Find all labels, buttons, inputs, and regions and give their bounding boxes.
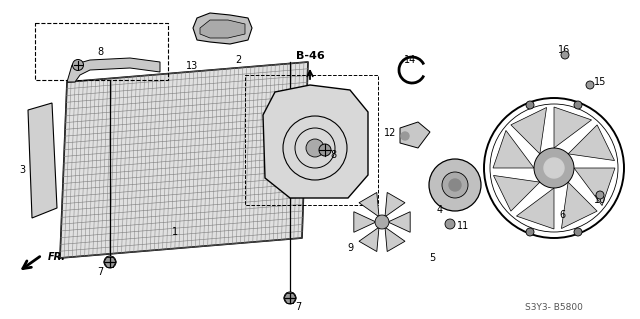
Text: FR.: FR. (48, 252, 66, 262)
Circle shape (401, 132, 409, 140)
Polygon shape (359, 192, 379, 217)
Polygon shape (67, 58, 160, 82)
Circle shape (445, 219, 455, 229)
Polygon shape (385, 192, 405, 217)
Circle shape (574, 101, 582, 109)
Polygon shape (493, 175, 540, 211)
Polygon shape (263, 85, 368, 198)
Polygon shape (574, 168, 615, 205)
Polygon shape (60, 62, 308, 258)
Polygon shape (516, 188, 554, 229)
Polygon shape (568, 125, 614, 160)
Polygon shape (561, 182, 597, 228)
Text: 13: 13 (186, 61, 198, 71)
Text: 5: 5 (429, 253, 435, 263)
Polygon shape (28, 103, 57, 218)
Circle shape (442, 172, 468, 198)
Circle shape (449, 179, 461, 191)
Polygon shape (193, 13, 252, 44)
Circle shape (544, 158, 564, 178)
Circle shape (596, 191, 604, 199)
Text: 7: 7 (97, 267, 103, 277)
Polygon shape (554, 107, 591, 148)
Circle shape (586, 81, 594, 89)
Circle shape (526, 101, 534, 109)
Text: 6: 6 (559, 210, 565, 220)
Text: S3Y3- B5800: S3Y3- B5800 (525, 303, 583, 313)
Text: 2: 2 (235, 55, 241, 65)
Circle shape (284, 292, 296, 304)
Text: 3: 3 (19, 165, 25, 175)
Polygon shape (385, 227, 405, 252)
Text: 8: 8 (330, 150, 336, 160)
Polygon shape (400, 122, 430, 148)
Text: 8: 8 (97, 47, 103, 57)
Text: 4: 4 (437, 205, 443, 215)
Circle shape (534, 148, 574, 188)
Text: 1: 1 (172, 227, 178, 237)
Circle shape (561, 51, 569, 59)
Text: 12: 12 (384, 128, 396, 138)
Text: 10: 10 (594, 195, 606, 205)
Polygon shape (388, 212, 410, 232)
Circle shape (429, 159, 481, 211)
Circle shape (574, 228, 582, 236)
Text: B-46: B-46 (296, 51, 324, 61)
Polygon shape (493, 130, 534, 168)
Circle shape (319, 144, 331, 156)
Circle shape (375, 215, 389, 229)
Circle shape (72, 60, 83, 70)
Polygon shape (359, 227, 379, 252)
Polygon shape (511, 108, 547, 154)
Text: 14: 14 (404, 55, 416, 65)
Text: 15: 15 (594, 77, 606, 87)
Text: 11: 11 (457, 221, 469, 231)
Circle shape (526, 228, 534, 236)
Polygon shape (200, 20, 245, 38)
Circle shape (306, 139, 324, 157)
Circle shape (104, 256, 116, 268)
Polygon shape (354, 212, 376, 232)
Text: 9: 9 (347, 243, 353, 253)
Text: 16: 16 (558, 45, 570, 55)
Text: 7: 7 (295, 302, 301, 312)
